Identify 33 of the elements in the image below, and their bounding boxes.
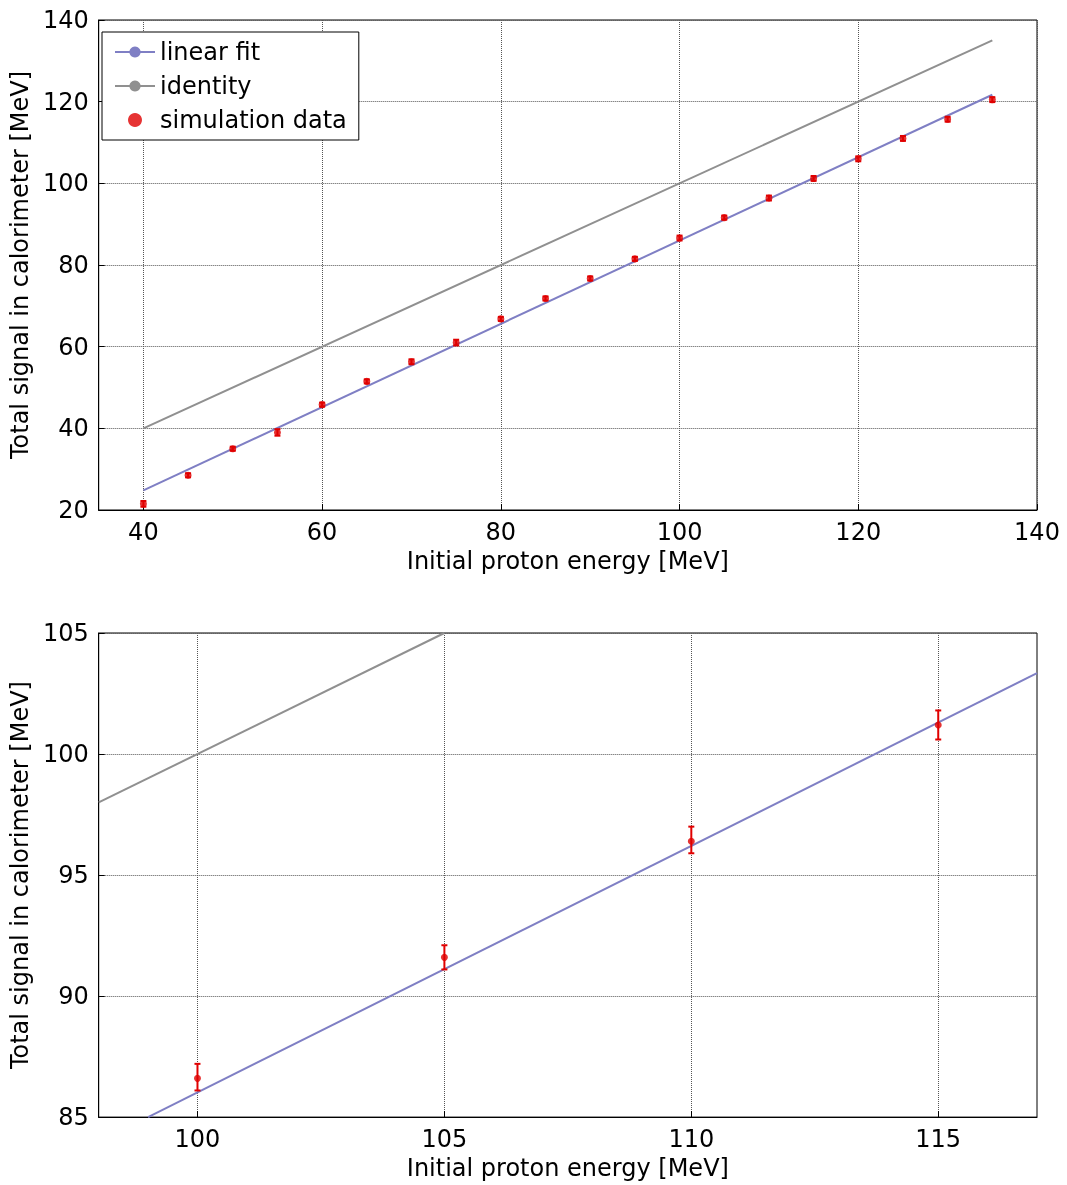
x-tick-label: 120	[835, 518, 882, 546]
y-tick-label: 95	[58, 861, 89, 890]
y-axis-title: Total signal in calorimeter [MeV]	[6, 681, 34, 1071]
x-tick-label: 100	[656, 518, 703, 546]
x-tick-label: 100	[174, 1125, 221, 1154]
y-tick-label: 20	[58, 496, 89, 524]
y-tick-label: 80	[58, 251, 89, 279]
y-tick-label: 140	[42, 6, 89, 34]
x-axis-title: Initial proton energy [MeV]	[406, 1154, 729, 1182]
x-tick-label: 105	[421, 1125, 468, 1154]
x-tick-label: 60	[306, 518, 338, 546]
y-axis-title: Total signal in calorimeter [MeV]	[6, 70, 34, 461]
y-tick-label: 90	[58, 982, 89, 1011]
y-tick-label: 85	[58, 1103, 89, 1132]
y-tick-label: 60	[58, 332, 89, 361]
point	[687, 837, 695, 845]
legend-label: simulation data	[160, 106, 347, 134]
y-tick-label: 120	[42, 87, 89, 116]
x-tick-label: 40	[128, 518, 159, 546]
x-tick-label: 110	[668, 1125, 715, 1154]
x-tick-label: 80	[485, 518, 517, 546]
point	[440, 953, 448, 961]
point	[193, 1074, 201, 1082]
y-tick-label: 40	[58, 414, 89, 443]
x-axis-title: Initial proton energy [MeV]	[406, 546, 729, 575]
y-tick-label: 105	[42, 619, 89, 647]
x-tick-label: 115	[915, 1125, 962, 1154]
legend-label: linear fit	[160, 38, 261, 66]
legend-label: identity	[160, 72, 252, 100]
point	[934, 721, 942, 729]
x-tick-label: 140	[1014, 518, 1060, 546]
y-tick-label: 100	[42, 169, 89, 198]
y-tick-label: 100	[42, 740, 89, 769]
